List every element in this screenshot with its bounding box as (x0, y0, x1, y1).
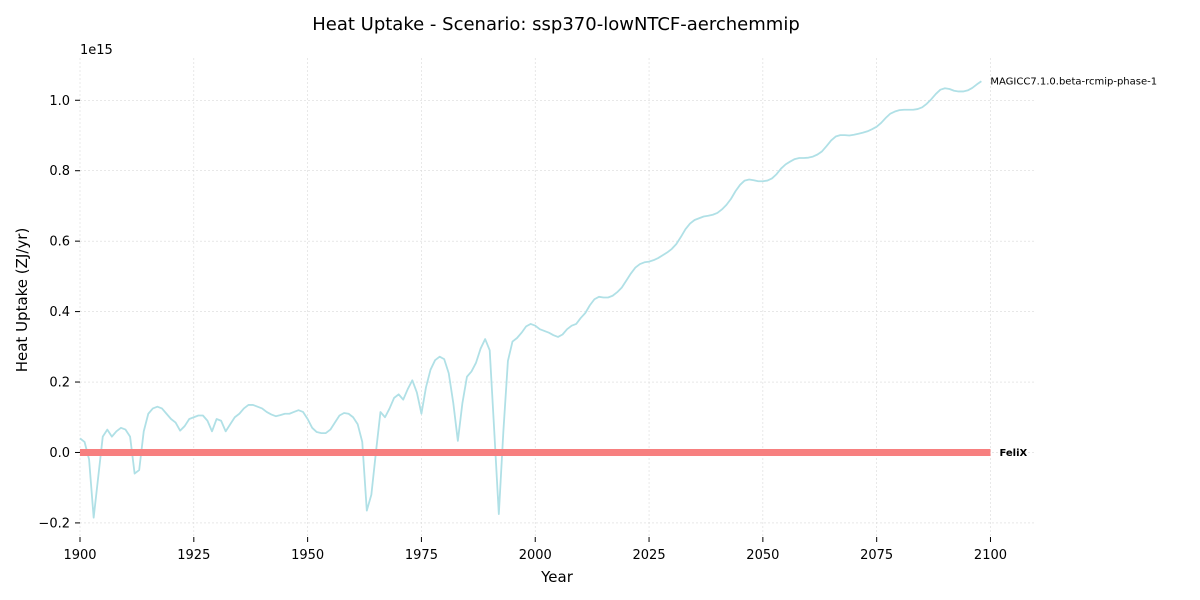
series-label-felix: FeliX (999, 448, 1027, 459)
x-tick-label: 2050 (746, 548, 779, 563)
x-axis-label: Year (540, 568, 574, 586)
y-tick-label: 1.0 (49, 94, 70, 109)
y-tick-label: 0.6 (49, 235, 70, 250)
x-tick-label: 2075 (860, 548, 893, 563)
x-tick-label: 2100 (974, 548, 1007, 563)
x-tick-label: 1950 (291, 548, 324, 563)
y-axis-label: Heat Uptake (ZJ/yr) (13, 228, 31, 373)
y-offset-label: 1e15 (80, 43, 113, 58)
y-tick-label: 0.0 (49, 446, 70, 461)
x-tick-label: 2025 (633, 548, 666, 563)
x-tick-label: 1975 (405, 548, 438, 563)
x-tick-label: 2000 (519, 548, 552, 563)
y-tick-label: 0.2 (49, 376, 70, 391)
y-tick-label: −0.2 (38, 516, 70, 531)
series-layer: MAGICC7.1.0.beta-rcmip-phase-1 FeliX (79, 77, 1157, 519)
grid-layer (79, 58, 1036, 537)
series-line-magicc (79, 80, 982, 519)
y-tick-label: 0.8 (49, 164, 70, 179)
x-tick-label: 1900 (63, 548, 96, 563)
series-label-magicc: MAGICC7.1.0.beta-rcmip-phase-1 (990, 77, 1157, 88)
x-axis: 1900 1925 1950 1975 2000 2025 2050 2075 2100 (63, 537, 1007, 563)
x-tick-label: 1925 (177, 548, 210, 563)
y-tick-label: 0.4 (49, 305, 70, 320)
chart-title: Heat Uptake - Scenario: ssp370-lowNTCF-a… (312, 14, 800, 35)
y-axis: −0.2 0.0 0.2 0.4 0.6 0.8 1.0 (38, 94, 80, 531)
